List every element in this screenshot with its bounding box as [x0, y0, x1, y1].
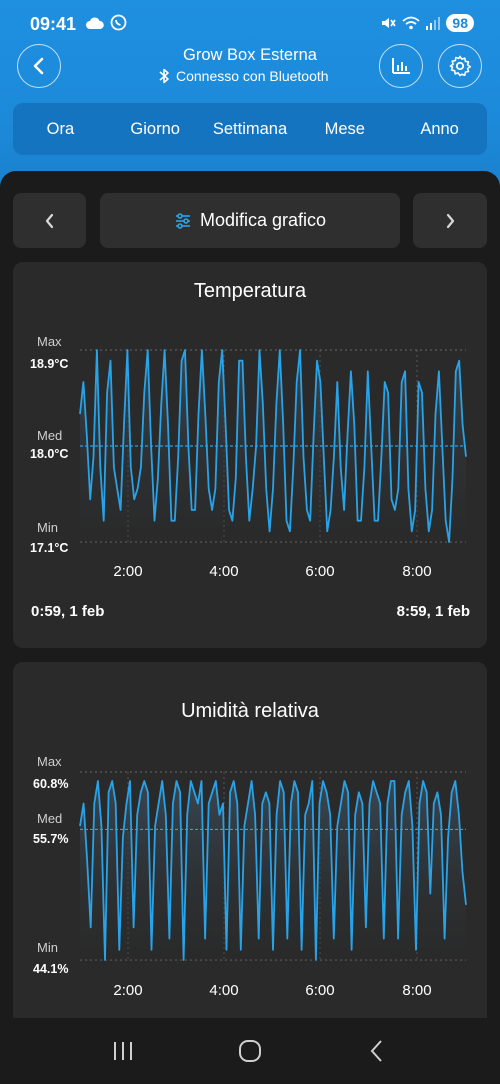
previous-period-button[interactable] [13, 193, 86, 248]
hum-x-tick-3: 8:00 [402, 982, 432, 999]
hum-max-value: 60.8% [33, 777, 69, 791]
temp-max-label: Max [37, 334, 62, 349]
edit-chart-button[interactable]: Modifica grafico [100, 193, 400, 248]
tab-settimana[interactable]: Settimana [212, 119, 288, 138]
hum-x-tick-1: 4:00 [209, 982, 239, 999]
chart-navigation: Modifica grafico [13, 193, 487, 248]
humidity-card: Umidità relativa Max 60.8% Med 55.7% Min… [13, 662, 487, 1062]
wifi-icon [402, 16, 421, 30]
chevron-left-icon [45, 213, 53, 228]
temperature-title: Temperatura [193, 280, 307, 302]
hum-x-tick-0: 2:00 [113, 982, 143, 999]
hum-med-value: 55.7% [33, 832, 69, 846]
temp-x-tick-3: 8:00 [402, 563, 432, 580]
tab-anno[interactable]: Anno [420, 119, 459, 138]
status-bar: 09:41 [0, 0, 500, 46]
temp-min-value: 17.1°C [30, 541, 69, 555]
whatsapp-icon [110, 14, 127, 31]
system-back-button[interactable] [352, 1031, 402, 1071]
bluetooth-icon [159, 68, 169, 84]
hum-max-label: Max [37, 754, 62, 769]
status-time: 09:41 [30, 14, 77, 34]
connection-status-text: Connesso con Bluetooth [176, 68, 329, 84]
temp-x-tick-1: 4:00 [209, 563, 239, 580]
range-start-label: 0:59, 1 feb [31, 603, 105, 620]
humidity-title: Umidità relativa [181, 700, 319, 722]
tab-giorno[interactable]: Giorno [130, 119, 180, 138]
home-button[interactable] [225, 1031, 275, 1071]
battery-indicator: 98 [446, 14, 474, 32]
signal-icon [426, 17, 441, 30]
temp-med-value: 18.0°C [30, 447, 69, 461]
statistics-button[interactable] [379, 44, 423, 88]
chevron-left-icon [33, 57, 44, 75]
next-period-button[interactable] [413, 193, 487, 248]
temp-x-tick-0: 2:00 [113, 563, 143, 580]
sliders-icon [175, 212, 190, 229]
temp-max-value: 18.9°C [30, 357, 69, 371]
hum-x-tick-2: 6:00 [305, 982, 335, 999]
recent-apps-button[interactable] [98, 1031, 148, 1071]
recent-apps-icon [114, 1042, 133, 1060]
temperature-card: Temperatura Max 18.9°C Med 18.0°C Min 17… [13, 262, 487, 648]
hum-series-line [79, 780, 467, 961]
humidity-line-chart [79, 771, 467, 961]
back-arrow-icon [370, 1040, 382, 1062]
mute-icon [382, 18, 397, 28]
tab-ora[interactable]: Ora [46, 119, 75, 138]
system-navigation-bar [0, 1018, 500, 1084]
range-end-label: 8:59, 1 feb [396, 603, 470, 620]
tab-mese[interactable]: Mese [324, 119, 365, 138]
bar-chart-icon [392, 58, 410, 74]
temperature-line-chart [79, 349, 467, 543]
app-header: 09:41 [0, 0, 500, 200]
device-title: Grow Box Esterna [183, 46, 317, 64]
temp-med-label: Med [37, 428, 63, 443]
hum-med-label: Med [37, 811, 63, 826]
status-icons-right: 98 [380, 14, 474, 32]
cloud-icon [86, 17, 104, 29]
hum-min-label: Min [37, 940, 58, 955]
gear-icon [449, 55, 471, 77]
temp-min-label: Min [37, 520, 58, 535]
temp-series-line [79, 349, 467, 543]
settings-button[interactable] [438, 44, 482, 88]
chevron-right-icon [446, 213, 455, 228]
connection-status: Connesso con Bluetooth [158, 68, 329, 84]
hum-min-value: 44.1% [33, 962, 69, 976]
status-icons-left [86, 14, 127, 31]
back-button[interactable] [17, 44, 61, 88]
edit-chart-label: Modifica grafico [199, 210, 327, 230]
period-tabs: Ora Giorno Settimana Mese Anno [13, 103, 487, 155]
temp-x-tick-2: 6:00 [305, 563, 335, 580]
home-icon [238, 1040, 261, 1062]
